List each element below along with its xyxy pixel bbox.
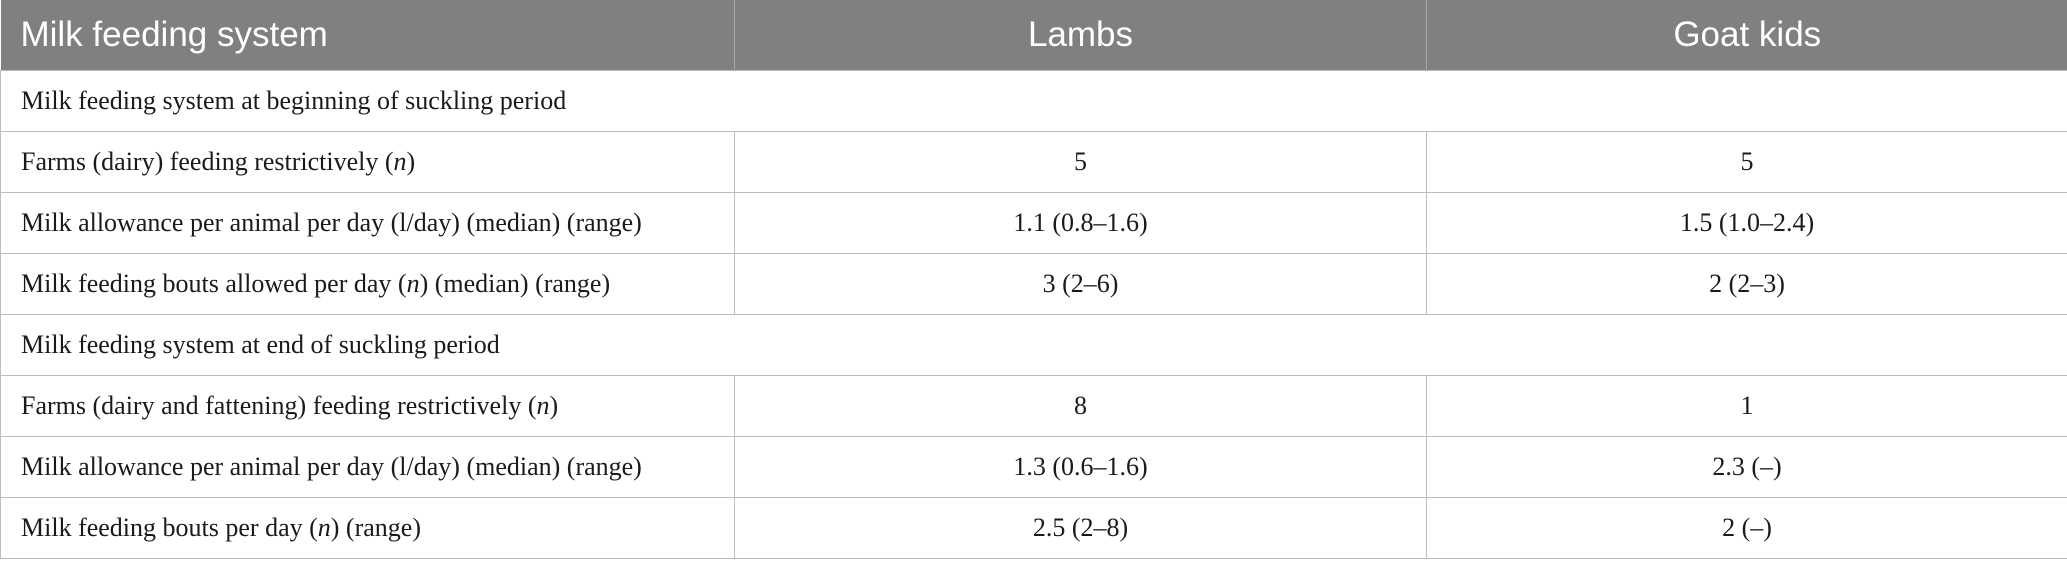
cell-lambs: 2.5 (2–8) — [734, 496, 1427, 559]
table-row: Milk feeding bouts per day (n) (range) 2… — [0, 496, 2067, 559]
cell-lambs: 3 (2–6) — [734, 252, 1427, 315]
table-row: Farms (dairy and fattening) feeding rest… — [0, 374, 2067, 437]
table-row: Farms (dairy) feeding restrictively (n) … — [0, 130, 2067, 193]
cell-goat-kids: 1 — [1426, 374, 2067, 437]
row-label-suffix: ) — [549, 390, 559, 420]
row-label-text: Milk allowance per animal per day (l/day… — [21, 451, 642, 481]
row-label-suffix: ) (range) — [330, 512, 421, 542]
section-title: Milk feeding system at beginning of suck… — [0, 69, 2067, 132]
table-row: Milk allowance per animal per day (l/day… — [0, 191, 2067, 254]
cell-lambs: 5 — [734, 130, 1427, 193]
header-milk-feeding-system: Milk feeding system — [0, 0, 735, 70]
cell-goat-kids: 2.3 (–) — [1426, 435, 2067, 498]
row-label-text: Milk allowance per animal per day (l/day… — [21, 207, 642, 237]
row-label-italic: n — [393, 146, 407, 176]
row-label-suffix: ) (median) (range) — [419, 268, 611, 298]
section-title: Milk feeding system at end of suckling p… — [0, 313, 2067, 376]
cell-lambs: 1.3 (0.6–1.6) — [734, 435, 1427, 498]
cell-lambs: 8 — [734, 374, 1427, 437]
cell-goat-kids: 1.5 (1.0–2.4) — [1426, 191, 2067, 254]
table-row: Milk feeding bouts allowed per day (n) (… — [0, 252, 2067, 315]
header-row: Milk feeding system Lambs Goat kids — [0, 0, 2067, 70]
cell-goat-kids: 5 — [1426, 130, 2067, 193]
row-label-text: Farms (dairy and fattening) feeding rest… — [21, 390, 537, 420]
milk-feeding-table: Milk feeding system Lambs Goat kids Milk… — [0, 0, 2067, 559]
row-label: Farms (dairy) feeding restrictively (n) — [0, 130, 735, 193]
cell-goat-kids: 2 (–) — [1426, 496, 2067, 559]
row-label: Milk feeding bouts per day (n) (range) — [0, 496, 735, 559]
row-label-italic: n — [317, 512, 331, 542]
row-label: Milk allowance per animal per day (l/day… — [0, 435, 735, 498]
row-label-italic: n — [406, 268, 420, 298]
header-goat-kids: Goat kids — [1426, 0, 2067, 70]
section-row: Milk feeding system at end of suckling p… — [0, 313, 2067, 376]
row-label-suffix: ) — [406, 146, 416, 176]
cell-goat-kids: 2 (2–3) — [1426, 252, 2067, 315]
section-row: Milk feeding system at beginning of suck… — [0, 69, 2067, 132]
header-lambs: Lambs — [734, 0, 1427, 70]
row-label-text: Milk feeding bouts allowed per day ( — [21, 268, 407, 298]
row-label: Farms (dairy and fattening) feeding rest… — [0, 374, 735, 437]
cell-lambs: 1.1 (0.8–1.6) — [734, 191, 1427, 254]
row-label-text: Farms (dairy) feeding restrictively ( — [21, 146, 394, 176]
row-label-text: Milk feeding bouts per day ( — [21, 512, 318, 542]
row-label-italic: n — [536, 390, 550, 420]
row-label: Milk feeding bouts allowed per day (n) (… — [0, 252, 735, 315]
table-row: Milk allowance per animal per day (l/day… — [0, 435, 2067, 498]
row-label: Milk allowance per animal per day (l/day… — [0, 191, 735, 254]
